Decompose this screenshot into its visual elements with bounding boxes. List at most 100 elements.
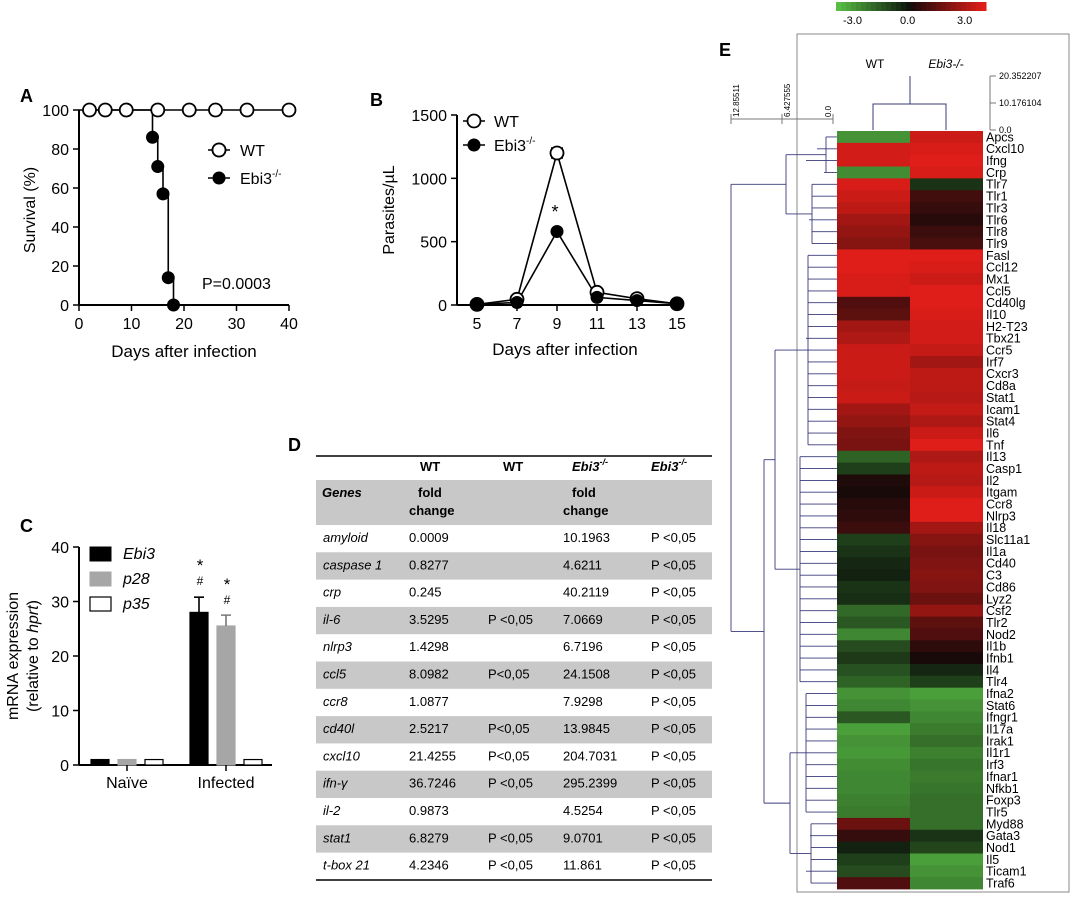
panel-a-wt-point: [239, 102, 255, 118]
heatmap-cell: [910, 379, 983, 392]
heatmap-row-label: Icam1: [986, 403, 1020, 417]
panel-a-legend-wt-label: WT: [240, 143, 265, 160]
col-dendro-scale-mid: 10.176104: [999, 98, 1042, 108]
heatmap-cell: [910, 829, 983, 843]
heatmap-cell: [837, 296, 910, 310]
heatmap-row-label: Tlr5: [986, 805, 1008, 819]
heatmap-col-label-ko: Ebi3-/-: [928, 57, 963, 71]
heatmap-cell: [837, 403, 910, 416]
panel-c-x-tick-label: Infected: [198, 775, 255, 792]
heatmap-cell: [837, 367, 910, 381]
colorbar-step: [911, 2, 917, 11]
table-cell-ko-p-value: P <0,05: [651, 858, 696, 873]
table-row-band: [316, 825, 712, 853]
panel-c-ebi3-hash: #: [197, 574, 204, 588]
table-cell-wt-fold-change: 21.4255: [409, 748, 456, 763]
colorbar-step: [971, 2, 977, 11]
colorbar-step: [921, 2, 927, 11]
panel-a-y-tick-label: 20: [51, 259, 69, 276]
heatmap-cell: [910, 711, 983, 724]
colorbar-step: [966, 2, 972, 11]
heatmap-cell: [910, 284, 983, 298]
heatmap-row-label: Cd8a: [986, 379, 1016, 393]
heatmap-row-label: Il1r1: [986, 746, 1010, 760]
panel-a-wt-point: [82, 102, 97, 118]
heatmap-cell: [837, 237, 910, 250]
heatmap-cell: [837, 225, 910, 238]
heatmap-cell: [837, 533, 910, 546]
heatmap-cell: [910, 533, 983, 546]
heatmap-cell: [910, 427, 983, 440]
panel-c-y-tick-label: 40: [51, 540, 69, 557]
table-cell-wt-p-value: P <0,05: [488, 776, 533, 791]
heatmap-cell: [837, 474, 910, 487]
panel-a-y-tick-label: 40: [51, 220, 69, 237]
table-cell-ko-p-value: P <0,05: [651, 612, 696, 627]
heatmap-cell: [837, 450, 910, 464]
heatmap-cell: [837, 344, 910, 357]
heatmap-cell: [910, 332, 983, 345]
table-cell-wt-fold-change: 1.4298: [409, 639, 449, 654]
panel-c-legend-p28-label: p28: [122, 571, 150, 588]
heatmap-cell: [910, 675, 983, 689]
heatmap-cell: [837, 213, 910, 227]
heatmap-cell: [910, 131, 983, 144]
panel-c-legend-ebi3-label: Ebi3: [123, 546, 155, 563]
heatmap-cell: [910, 569, 983, 582]
heatmap-cell: [837, 427, 910, 440]
heatmap-row-label: Gata3: [986, 829, 1020, 843]
heatmap-cell: [837, 190, 910, 203]
row-dendro-scale-max: 12.85511: [732, 84, 741, 117]
heatmap-row-label: Stat1: [986, 391, 1015, 405]
heatmap-row-label: Irf7: [986, 355, 1004, 369]
panel-a-x-ticks: 0 10 20 30 40: [75, 305, 298, 333]
heatmap-cell: [910, 865, 983, 878]
heatmap-row-label: Itgam: [986, 486, 1017, 500]
heatmap-row-label: Tlr4: [986, 675, 1008, 689]
table-cell-wt-p-value: P <0,05: [488, 830, 533, 845]
heatmap-cell: [837, 273, 910, 286]
panel-d-gene-table: D WT WT Ebi3-/- Ebi3-/- Genes fold chang…: [288, 435, 712, 881]
panel-b-x-ticks: 5 7 9 11 13 15: [473, 305, 686, 333]
heatmap-cell: [910, 344, 983, 357]
table-cell-ko-fold-change: 295.2399: [563, 776, 617, 791]
heatmap-row-label: Cxcr3: [986, 367, 1019, 381]
heatmap-cell: [837, 806, 910, 819]
heatmap-row-label: Ccr8: [986, 498, 1012, 512]
panel-a-survival-chart: A 0 20 40 60 80 100 0 10 20 30 40 Survival (%) Da…: [20, 86, 298, 361]
heatmap-cell: [910, 699, 983, 712]
table-cell-wt-fold-change: 8.0982: [409, 667, 449, 682]
colorbar-step: [886, 2, 892, 11]
panel-a-x-label: Days after infection: [111, 342, 257, 361]
heatmap-cells: [837, 131, 983, 890]
table-cell-ko-p-value: P <0,05: [651, 639, 696, 654]
panel-a-ko-point: [151, 160, 165, 174]
panel-c-legend-ebi3-swatch: [89, 546, 112, 562]
panel-a-p-value: P=0.0003: [202, 276, 271, 293]
panel-a-markers: [82, 102, 297, 312]
panel-c-letter: C: [20, 516, 33, 536]
heatmap-cell: [910, 806, 983, 819]
heatmap-cell: [910, 510, 983, 523]
heatmap-cell: [910, 190, 983, 203]
panel-b-ko-point: [670, 297, 684, 311]
heatmap-row-label: Nfkb1: [986, 782, 1019, 796]
panel-b-series-ko-line: [476, 229, 678, 306]
heatmap-row-label: Ifnb1: [986, 651, 1014, 665]
heatmap-cell: [837, 486, 910, 499]
colorbar-step: [906, 2, 912, 11]
heatmap-row-label: Ifng: [986, 154, 1007, 168]
panel-c-x-tick-label: Naïve: [106, 775, 148, 792]
table-cell-ko-fold-change: 40.2119: [563, 585, 609, 600]
panel-c-y-tick-label: 20: [51, 649, 69, 666]
colorbar-step: [861, 2, 867, 11]
panel-b-ko-point: [550, 225, 564, 239]
heatmap-cell: [910, 652, 983, 665]
table-cell-ko-p-value: P <0,05: [651, 667, 696, 682]
heatmap-row-label: Tlr6: [986, 213, 1008, 227]
colorbar-label-min: -3.0: [843, 15, 862, 27]
heatmap-row-label: Mx1: [986, 272, 1010, 286]
panel-b-legend-ko-label: Ebi3-/-: [494, 136, 535, 155]
heatmap-row-label: Ticam1: [986, 865, 1027, 879]
heatmap-cell: [910, 877, 983, 890]
